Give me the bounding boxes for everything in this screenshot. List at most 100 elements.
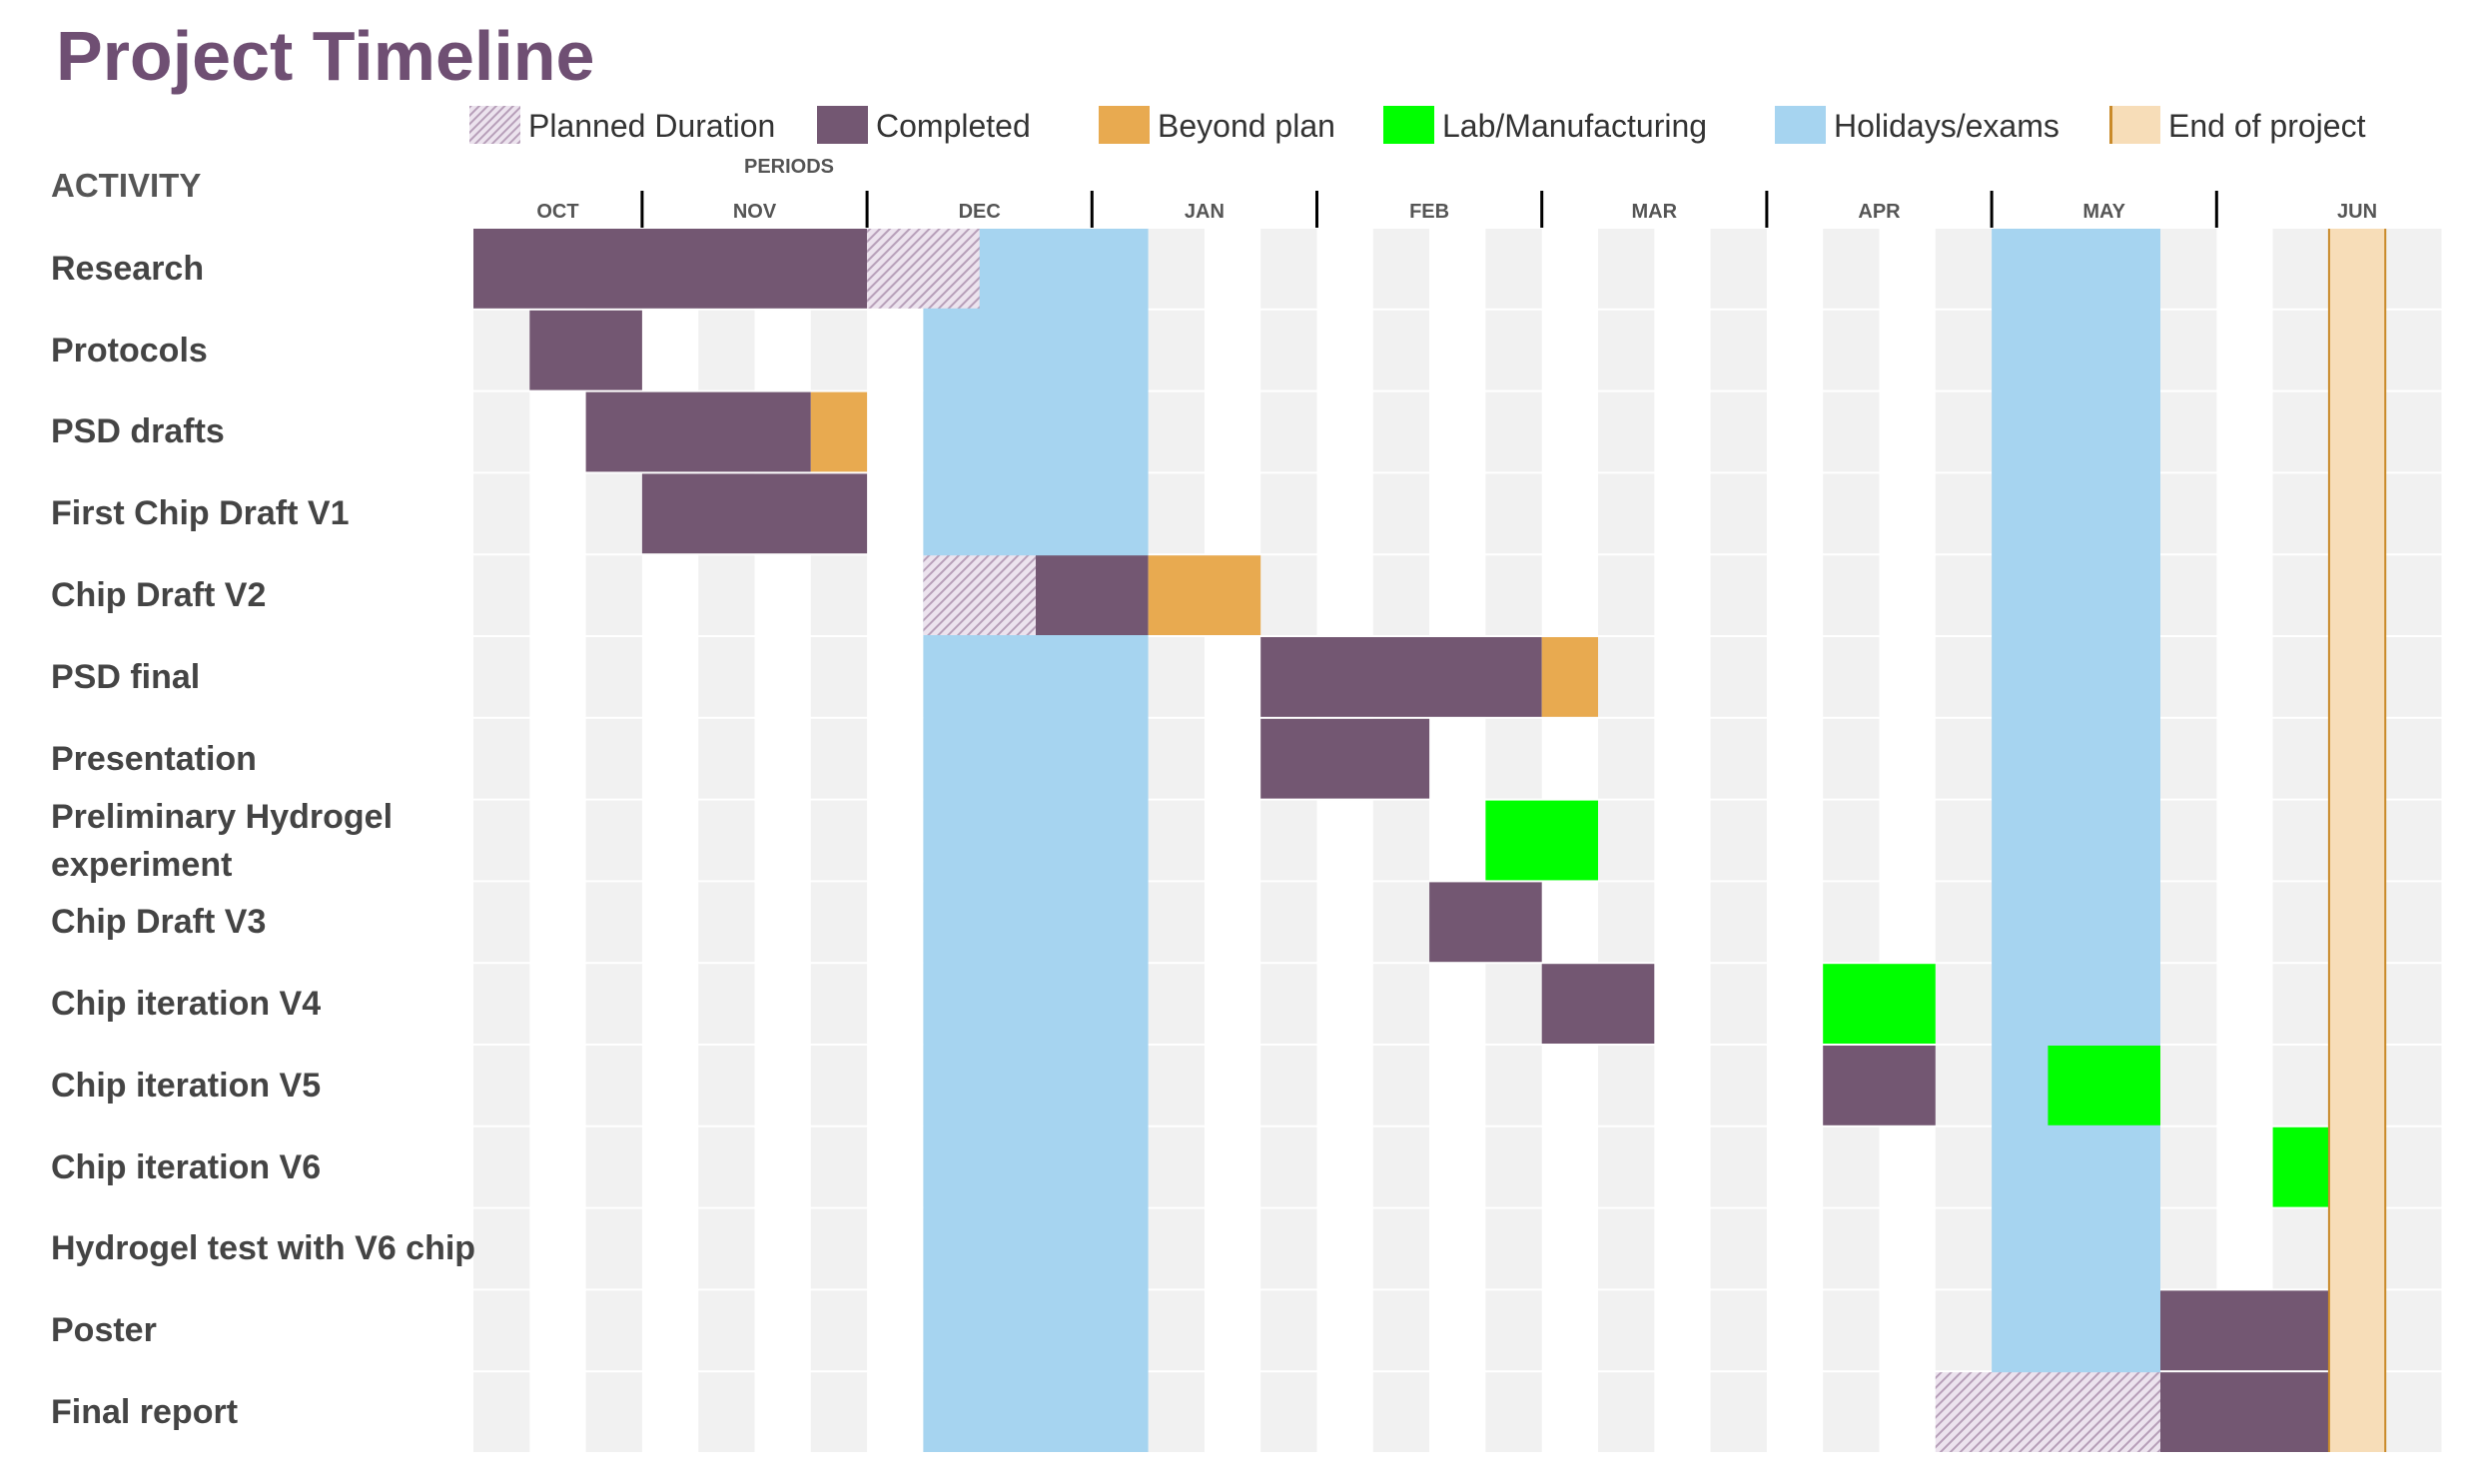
grid-cell xyxy=(811,1209,867,1289)
grid-cell xyxy=(1823,1372,1879,1452)
grid-cell xyxy=(2273,637,2329,717)
grid-cell xyxy=(1936,1290,1992,1370)
grid-cell xyxy=(586,1290,642,1370)
grid-cell xyxy=(473,1209,529,1289)
grid-cell xyxy=(811,311,867,390)
task-label: Chip Draft V3 xyxy=(51,882,480,962)
grid-cell xyxy=(1711,555,1767,635)
grid-cell xyxy=(811,1372,867,1452)
bar-lab xyxy=(1485,801,1598,881)
grid-cell xyxy=(1936,719,1992,799)
grid-cell xyxy=(1373,473,1429,553)
grid-cell xyxy=(1823,311,1879,390)
grid-cell xyxy=(2160,719,2216,799)
bar-lab xyxy=(1823,964,1936,1044)
bar-completed xyxy=(1260,719,1429,799)
grid-cell xyxy=(2160,392,2216,472)
grid-cell xyxy=(1711,882,1767,962)
grid-cell xyxy=(1598,1209,1654,1289)
grid-cell xyxy=(1260,229,1316,309)
grid-cell xyxy=(1598,473,1654,553)
grid-cell xyxy=(2160,882,2216,962)
grid-cell xyxy=(811,1290,867,1370)
grid-cell xyxy=(1149,882,1205,962)
grid-cell xyxy=(1485,473,1541,553)
bar-planned xyxy=(867,229,980,309)
grid-cell xyxy=(1711,719,1767,799)
grid-cell xyxy=(1936,964,1992,1044)
grid-cell xyxy=(586,1372,642,1452)
grid-cell xyxy=(1598,1290,1654,1370)
grid-cell xyxy=(1711,311,1767,390)
grid-cell xyxy=(1711,229,1767,309)
grid-cell xyxy=(1485,229,1541,309)
grid-cell xyxy=(1485,964,1541,1044)
month-label: DEC xyxy=(959,201,1001,223)
task-label: Preliminary Hydrogel experiment xyxy=(51,801,480,881)
grid-cell xyxy=(2385,1127,2441,1207)
task-label: Hydrogel test with V6 chip xyxy=(51,1209,480,1289)
task-label: Chip iteration V6 xyxy=(51,1127,480,1207)
grid-cell xyxy=(2385,311,2441,390)
bar-beyond xyxy=(1542,637,1598,717)
grid-cell xyxy=(1936,1046,1992,1125)
task-label: Presentation xyxy=(51,719,480,799)
grid-cell xyxy=(811,964,867,1044)
grid-cell xyxy=(2385,1372,2441,1452)
task-label: Protocols xyxy=(51,311,480,390)
grid-cell xyxy=(1936,637,1992,717)
grid-cell xyxy=(811,719,867,799)
grid-cell xyxy=(1823,637,1879,717)
grid-cell xyxy=(811,1046,867,1125)
grid-cell xyxy=(2273,311,2329,390)
grid-cell xyxy=(1149,1127,1205,1207)
grid-cell xyxy=(1823,719,1879,799)
grid-cell xyxy=(1711,1209,1767,1289)
grid-cell xyxy=(1373,882,1429,962)
bar-completed xyxy=(2160,1290,2329,1370)
month-label: OCT xyxy=(536,201,578,223)
grid-cell xyxy=(473,311,529,390)
grid-cell xyxy=(1485,1290,1541,1370)
month-label: MAR xyxy=(1632,201,1678,223)
grid-cell xyxy=(1823,555,1879,635)
month-label: MAY xyxy=(2082,201,2125,223)
grid-cell xyxy=(698,964,754,1044)
grid-cell xyxy=(1260,964,1316,1044)
grid-cell xyxy=(1711,1046,1767,1125)
grid-cell xyxy=(1149,311,1205,390)
grid-cell xyxy=(1149,392,1205,472)
bar-completed xyxy=(1542,964,1655,1044)
grid-cell xyxy=(2160,311,2216,390)
bar-planned xyxy=(923,555,1036,635)
grid-cell xyxy=(1823,229,1879,309)
grid-cell xyxy=(2160,801,2216,881)
bar-completed xyxy=(1429,882,1542,962)
grid-cell xyxy=(1373,1290,1429,1370)
bar-lab xyxy=(2048,1046,2160,1125)
grid-cell xyxy=(473,637,529,717)
grid-cell xyxy=(2160,1127,2216,1207)
grid-cell xyxy=(1485,1046,1541,1125)
grid-cell xyxy=(1373,1372,1429,1452)
grid-cell xyxy=(2273,964,2329,1044)
grid-cell xyxy=(473,964,529,1044)
grid-cell xyxy=(2160,473,2216,553)
grid-cell xyxy=(1485,392,1541,472)
grid-cell xyxy=(1260,1372,1316,1452)
grid-cell xyxy=(1373,964,1429,1044)
grid-cell xyxy=(2273,229,2329,309)
grid-cell xyxy=(2385,964,2441,1044)
grid-cell xyxy=(2273,555,2329,635)
grid-cell xyxy=(2160,637,2216,717)
grid-cell xyxy=(473,1290,529,1370)
grid-cell xyxy=(1149,801,1205,881)
grid-cell xyxy=(2160,555,2216,635)
grid-cell xyxy=(1260,311,1316,390)
grid-cell xyxy=(1936,1127,1992,1207)
grid-cell xyxy=(1936,392,1992,472)
holiday-band xyxy=(1992,229,2160,1452)
bar-completed xyxy=(586,392,811,472)
grid-cell xyxy=(698,1209,754,1289)
grid-cell xyxy=(698,1290,754,1370)
